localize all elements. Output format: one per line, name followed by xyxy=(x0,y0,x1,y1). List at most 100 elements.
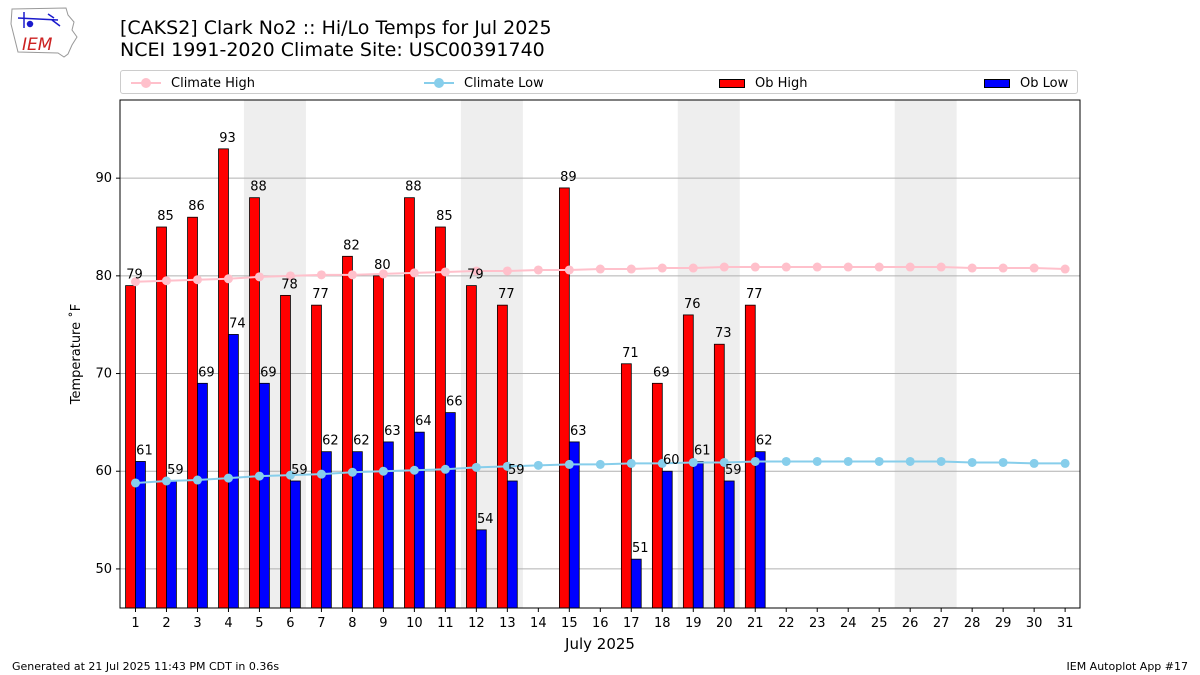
ob-low-bar xyxy=(259,382,270,609)
ob-high-value-label: 69 xyxy=(653,365,670,380)
climate-high-point xyxy=(378,269,388,279)
ob-high-bar xyxy=(435,226,446,609)
ob-high-value-label: 89 xyxy=(560,170,577,185)
ob-low-value-label: 61 xyxy=(136,443,153,458)
x-tick-label: 16 xyxy=(592,616,609,631)
ob-high-value-label: 88 xyxy=(250,180,267,195)
ob-high-value-label: 78 xyxy=(281,277,298,292)
ob-low-value-label: 62 xyxy=(353,434,370,449)
x-axis-label: July 2025 xyxy=(564,635,635,653)
ob-high-bar xyxy=(218,148,229,609)
x-tick-label: 23 xyxy=(809,616,826,631)
climate-low-point xyxy=(161,476,171,486)
ob-high-value-label: 79 xyxy=(467,268,484,283)
x-tick-label: 31 xyxy=(1057,616,1074,631)
ob-low-value-label: 61 xyxy=(694,443,711,458)
ob-high-value-label: 77 xyxy=(312,287,329,302)
y-axis-label: Temperature ˚F xyxy=(68,304,84,405)
climate-high-point xyxy=(502,266,512,276)
ob-low-value-label: 59 xyxy=(167,463,184,478)
climate-high-point xyxy=(936,262,946,272)
ob-high-bar xyxy=(651,382,663,609)
ob-high-value-label: 80 xyxy=(374,258,391,273)
logo-text: IEM xyxy=(22,35,53,55)
ob-low-bar xyxy=(413,431,425,609)
ob-low-bar xyxy=(444,412,456,609)
climate-high-point xyxy=(564,265,574,275)
ob-low-value-label: 62 xyxy=(322,434,339,449)
climate-high-point xyxy=(688,263,698,273)
climate-low-point xyxy=(471,462,481,472)
ob-low-value-label: 69 xyxy=(198,365,215,380)
x-tick-label: 9 xyxy=(379,616,387,631)
ob-low-value-label: 63 xyxy=(570,424,587,439)
climate-low-point xyxy=(130,478,140,488)
climate-high-point xyxy=(533,265,543,275)
climate-high-point xyxy=(967,263,977,273)
climate-high-point xyxy=(998,263,1008,273)
climate-high-point xyxy=(595,264,605,274)
ob-high-value-label: 82 xyxy=(343,238,360,253)
ob-low-value-label: 59 xyxy=(291,463,308,478)
x-tick-label: 15 xyxy=(561,616,578,631)
x-tick-label: 6 xyxy=(286,616,294,631)
x-tick-label: 22 xyxy=(778,616,795,631)
generated-timestamp: Generated at 21 Jul 2025 11:43 PM CDT in… xyxy=(12,660,280,673)
ob-low-bar xyxy=(630,558,642,609)
ob-low-bar xyxy=(197,382,208,609)
ob-low-bar xyxy=(661,470,673,609)
ob-high-value-label: 79 xyxy=(126,268,143,283)
x-tick-label: 2 xyxy=(162,616,170,631)
ob-high-bar xyxy=(744,304,756,609)
climate-high-point xyxy=(719,262,729,272)
ob-high-bar xyxy=(404,197,415,609)
climate-low-point xyxy=(998,457,1008,467)
ob-high-bar xyxy=(620,363,632,609)
ob-low-bar xyxy=(506,480,518,609)
climate-high-point xyxy=(161,276,171,286)
climate-high-point xyxy=(657,263,667,273)
x-tick-label: 3 xyxy=(193,616,201,631)
app-id: IEM Autoplot App #17 xyxy=(1066,660,1189,673)
ob-low-value-label: 63 xyxy=(384,424,401,439)
x-tick-label: 19 xyxy=(685,616,702,631)
ob-low-bar xyxy=(382,441,394,609)
x-tick-label: 28 xyxy=(964,616,981,631)
weekend-shade xyxy=(894,100,957,608)
climate-low-point xyxy=(595,459,605,469)
x-tick-label: 11 xyxy=(437,616,454,631)
climate-low-point xyxy=(192,475,202,485)
x-tick-label: 17 xyxy=(623,616,640,631)
climate-low-point xyxy=(564,459,574,469)
ob-low-value-label: 64 xyxy=(415,414,432,429)
x-tick-label: 18 xyxy=(654,616,671,631)
ob-high-value-label: 76 xyxy=(684,297,701,312)
x-tick-label: 25 xyxy=(871,616,888,631)
ob-low-bar xyxy=(754,451,766,609)
climate-high-point xyxy=(254,272,264,282)
climate-high-point xyxy=(285,271,295,281)
x-tick-label: 8 xyxy=(348,616,356,631)
x-tick-label: 30 xyxy=(1026,616,1043,631)
x-tick-label: 13 xyxy=(499,616,516,631)
x-tick-label: 5 xyxy=(255,616,263,631)
climate-low-point xyxy=(874,456,884,466)
ob-low-bar xyxy=(723,480,735,609)
climate-low-point xyxy=(223,473,233,483)
climate-high-point xyxy=(1029,263,1039,273)
x-tick-label: 24 xyxy=(840,616,857,631)
x-tick-label: 1 xyxy=(131,616,139,631)
legend-item-climate-high: Climate High xyxy=(131,74,255,92)
climate-high-point xyxy=(905,262,915,272)
ob-low-value-label: 62 xyxy=(756,434,773,449)
iem-logo: IEM xyxy=(10,7,78,58)
climate-high-point xyxy=(750,262,760,272)
climate-low-point xyxy=(905,456,915,466)
climate-low-point xyxy=(812,456,822,466)
ob-high-value-label: 77 xyxy=(746,287,763,302)
ob-low-bar xyxy=(166,480,177,609)
ob-low-bar xyxy=(475,529,487,609)
climate-high-point xyxy=(316,270,326,280)
climate-low-point xyxy=(254,471,264,481)
climate-low-point xyxy=(1060,458,1070,468)
